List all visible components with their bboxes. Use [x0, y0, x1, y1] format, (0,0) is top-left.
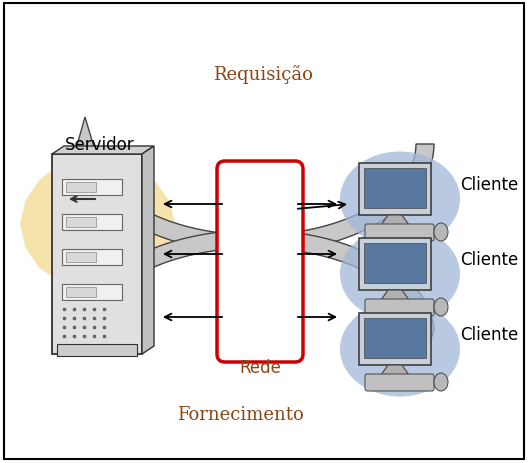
- Ellipse shape: [340, 302, 460, 397]
- Ellipse shape: [340, 152, 460, 247]
- Bar: [359, 313, 431, 365]
- Ellipse shape: [340, 227, 460, 322]
- Bar: [359, 238, 431, 290]
- Polygon shape: [20, 160, 175, 287]
- FancyBboxPatch shape: [365, 225, 434, 242]
- Polygon shape: [381, 290, 409, 300]
- Bar: [364, 319, 426, 358]
- Bar: [66, 218, 96, 227]
- Bar: [66, 288, 96, 297]
- FancyBboxPatch shape: [365, 300, 434, 316]
- Bar: [62, 250, 122, 265]
- PathPatch shape: [76, 118, 434, 253]
- Bar: [66, 182, 96, 193]
- FancyBboxPatch shape: [365, 374, 434, 391]
- Bar: [62, 180, 122, 195]
- Text: Cliente: Cliente: [460, 250, 518, 269]
- Text: Requisição: Requisição: [213, 65, 313, 84]
- Text: Cliente: Cliente: [460, 325, 518, 343]
- Bar: [52, 155, 142, 354]
- Ellipse shape: [434, 224, 448, 242]
- Ellipse shape: [434, 298, 448, 316]
- Polygon shape: [381, 365, 409, 375]
- PathPatch shape: [76, 231, 434, 361]
- Bar: [62, 284, 122, 300]
- Ellipse shape: [434, 373, 448, 391]
- Bar: [57, 344, 137, 356]
- Bar: [66, 252, 96, 263]
- Text: Servidor: Servidor: [65, 136, 135, 154]
- Text: Rede: Rede: [239, 358, 281, 376]
- Bar: [359, 163, 431, 216]
- Bar: [62, 214, 122, 231]
- Bar: [364, 169, 426, 208]
- FancyBboxPatch shape: [217, 162, 303, 362]
- Text: Cliente: Cliente: [460, 175, 518, 194]
- Text: Fornecimento: Fornecimento: [177, 405, 304, 423]
- Polygon shape: [142, 147, 154, 354]
- Bar: [364, 244, 426, 283]
- Polygon shape: [381, 216, 409, 225]
- Polygon shape: [52, 147, 154, 155]
